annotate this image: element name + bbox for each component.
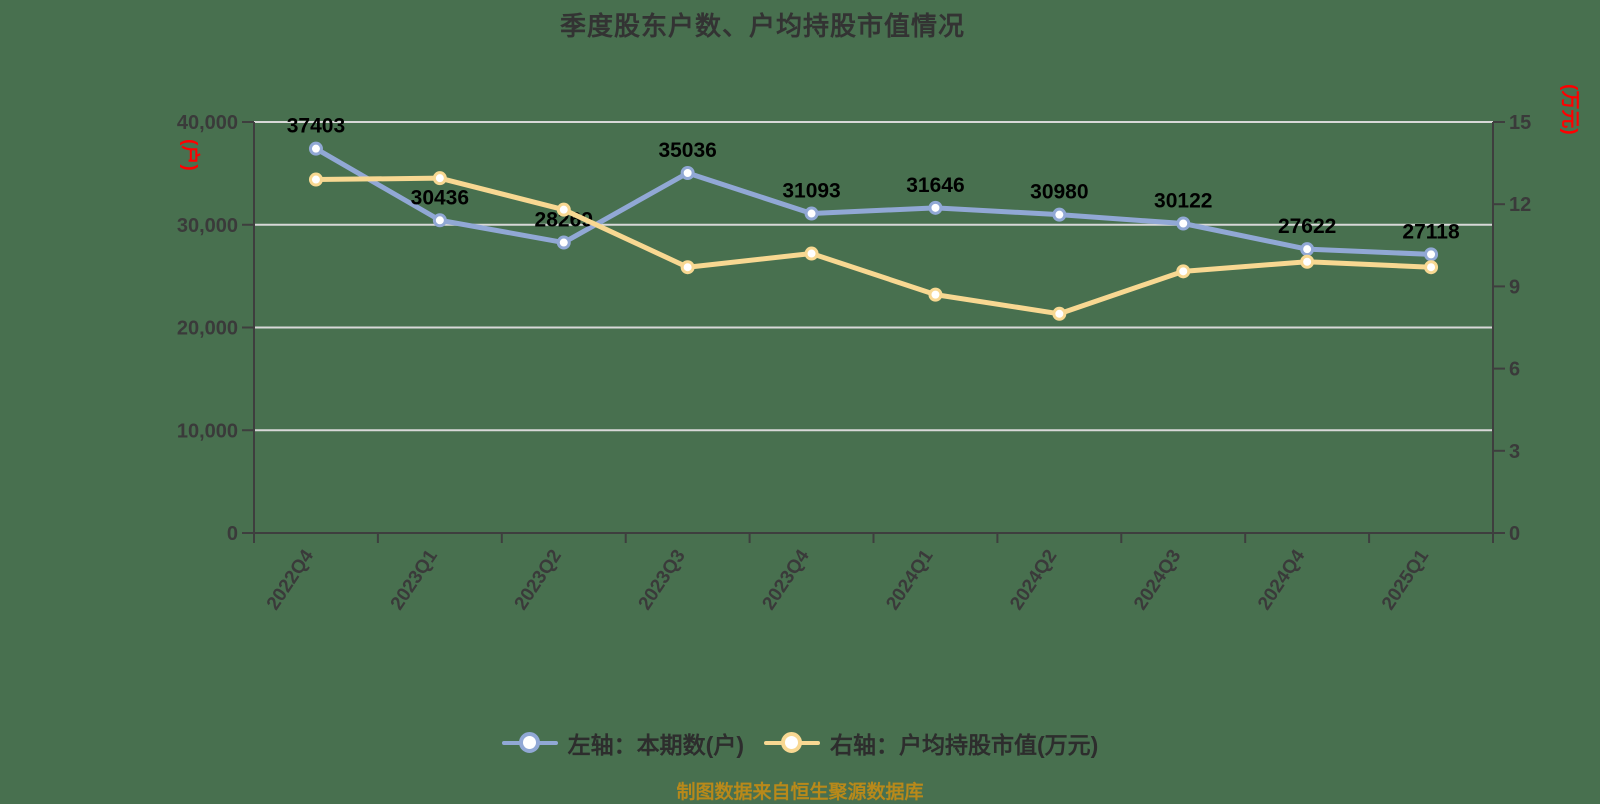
data-point-avg-market-value [1300,254,1315,269]
data-point-avg-market-value [308,172,323,187]
data-label: 31646 [906,174,964,197]
data-point-avg-market-value [432,171,447,186]
data-label: 27118 [1402,220,1460,243]
data-point-holders [680,166,695,181]
right-axis-tick-label: 9 [1509,276,1520,298]
data-label: 30980 [1030,181,1088,204]
data-point-holders [432,213,447,228]
legend-dot-icon [781,732,802,753]
legend-dot-icon [518,732,540,753]
data-point-holders [928,200,943,215]
x-axis-category-label: 2023Q2 [511,546,566,614]
right-axis-tick-label: 3 [1509,441,1520,463]
legend-marker-avg-market-value [764,732,820,754]
legend-label-holders: 左轴：本期数(户) [567,732,744,758]
data-point-avg-market-value [1052,306,1067,321]
data-label: 27622 [1278,215,1336,238]
x-axis-category-label: 2024Q2 [1006,546,1061,614]
legend: 左轴：本期数(户) 右轴：户均持股市值(万元) [0,726,1600,760]
left-axis-tick-label: 10,000 [177,420,238,442]
x-axis-category-label: 2023Q3 [635,546,690,614]
x-axis-category-label: 2023Q1 [387,546,442,614]
data-point-avg-market-value [1176,264,1191,279]
data-point-avg-market-value [556,202,571,217]
x-axis-category-label: 2025Q1 [1378,546,1433,614]
left-axis-tick-label: 0 [227,523,238,545]
series-line-avg-market-value [313,175,1434,317]
x-axis-category-label: 2024Q4 [1254,546,1309,614]
left-axis-tick-label: 20,000 [177,318,238,340]
right-axis-tick-label: 0 [1509,523,1520,545]
data-point-holders [556,235,571,250]
data-label: 30436 [411,186,469,209]
x-axis-category-label: 2024Q1 [882,546,937,614]
x-axis-category-label: 2022Q4 [263,546,318,614]
left-axis-tick-label: 40,000 [177,112,238,134]
data-point-holders [1052,207,1067,222]
data-point-holders [804,206,819,221]
legend-item-holders[interactable]: 左轴：本期数(户) [501,726,744,760]
data-label: 35036 [658,139,716,162]
series-line-holders [313,146,1434,257]
legend-marker-holders [501,732,558,754]
right-axis-unit-label: (万元) [1559,84,1580,135]
left-axis-tick-label: 30,000 [177,215,238,237]
right-axis-tick-label: 15 [1509,112,1531,134]
right-axis-tick-label: 6 [1509,359,1520,381]
data-point-holders [1176,216,1191,231]
data-point-holders [1424,247,1439,262]
chart-title: 季度股东户数、户均持股市值情况 [559,11,965,41]
data-point-holders [308,141,323,156]
x-axis-category-label: 2023Q4 [758,546,813,614]
x-axis-category-label: 2024Q3 [1130,546,1185,614]
data-point-holders [1300,242,1315,257]
data-label: 37403 [287,115,345,138]
data-point-avg-market-value [804,246,819,261]
data-point-avg-market-value [680,260,695,275]
left-axis-unit-label: (户) [179,139,202,171]
data-point-avg-market-value [1424,260,1439,275]
data-label: 30122 [1154,189,1212,212]
chart-footer-source: 制图数据来自恒生聚源数据库 [676,782,924,803]
legend-item-avg-market-value[interactable]: 右轴：户均持股市值(万元) [764,726,1098,760]
right-axis-tick-label: 12 [1509,194,1531,216]
legend-label-avg-market-value: 右轴：户均持股市值(万元) [830,732,1099,758]
data-point-avg-market-value [928,287,943,302]
data-label: 31093 [782,180,840,203]
